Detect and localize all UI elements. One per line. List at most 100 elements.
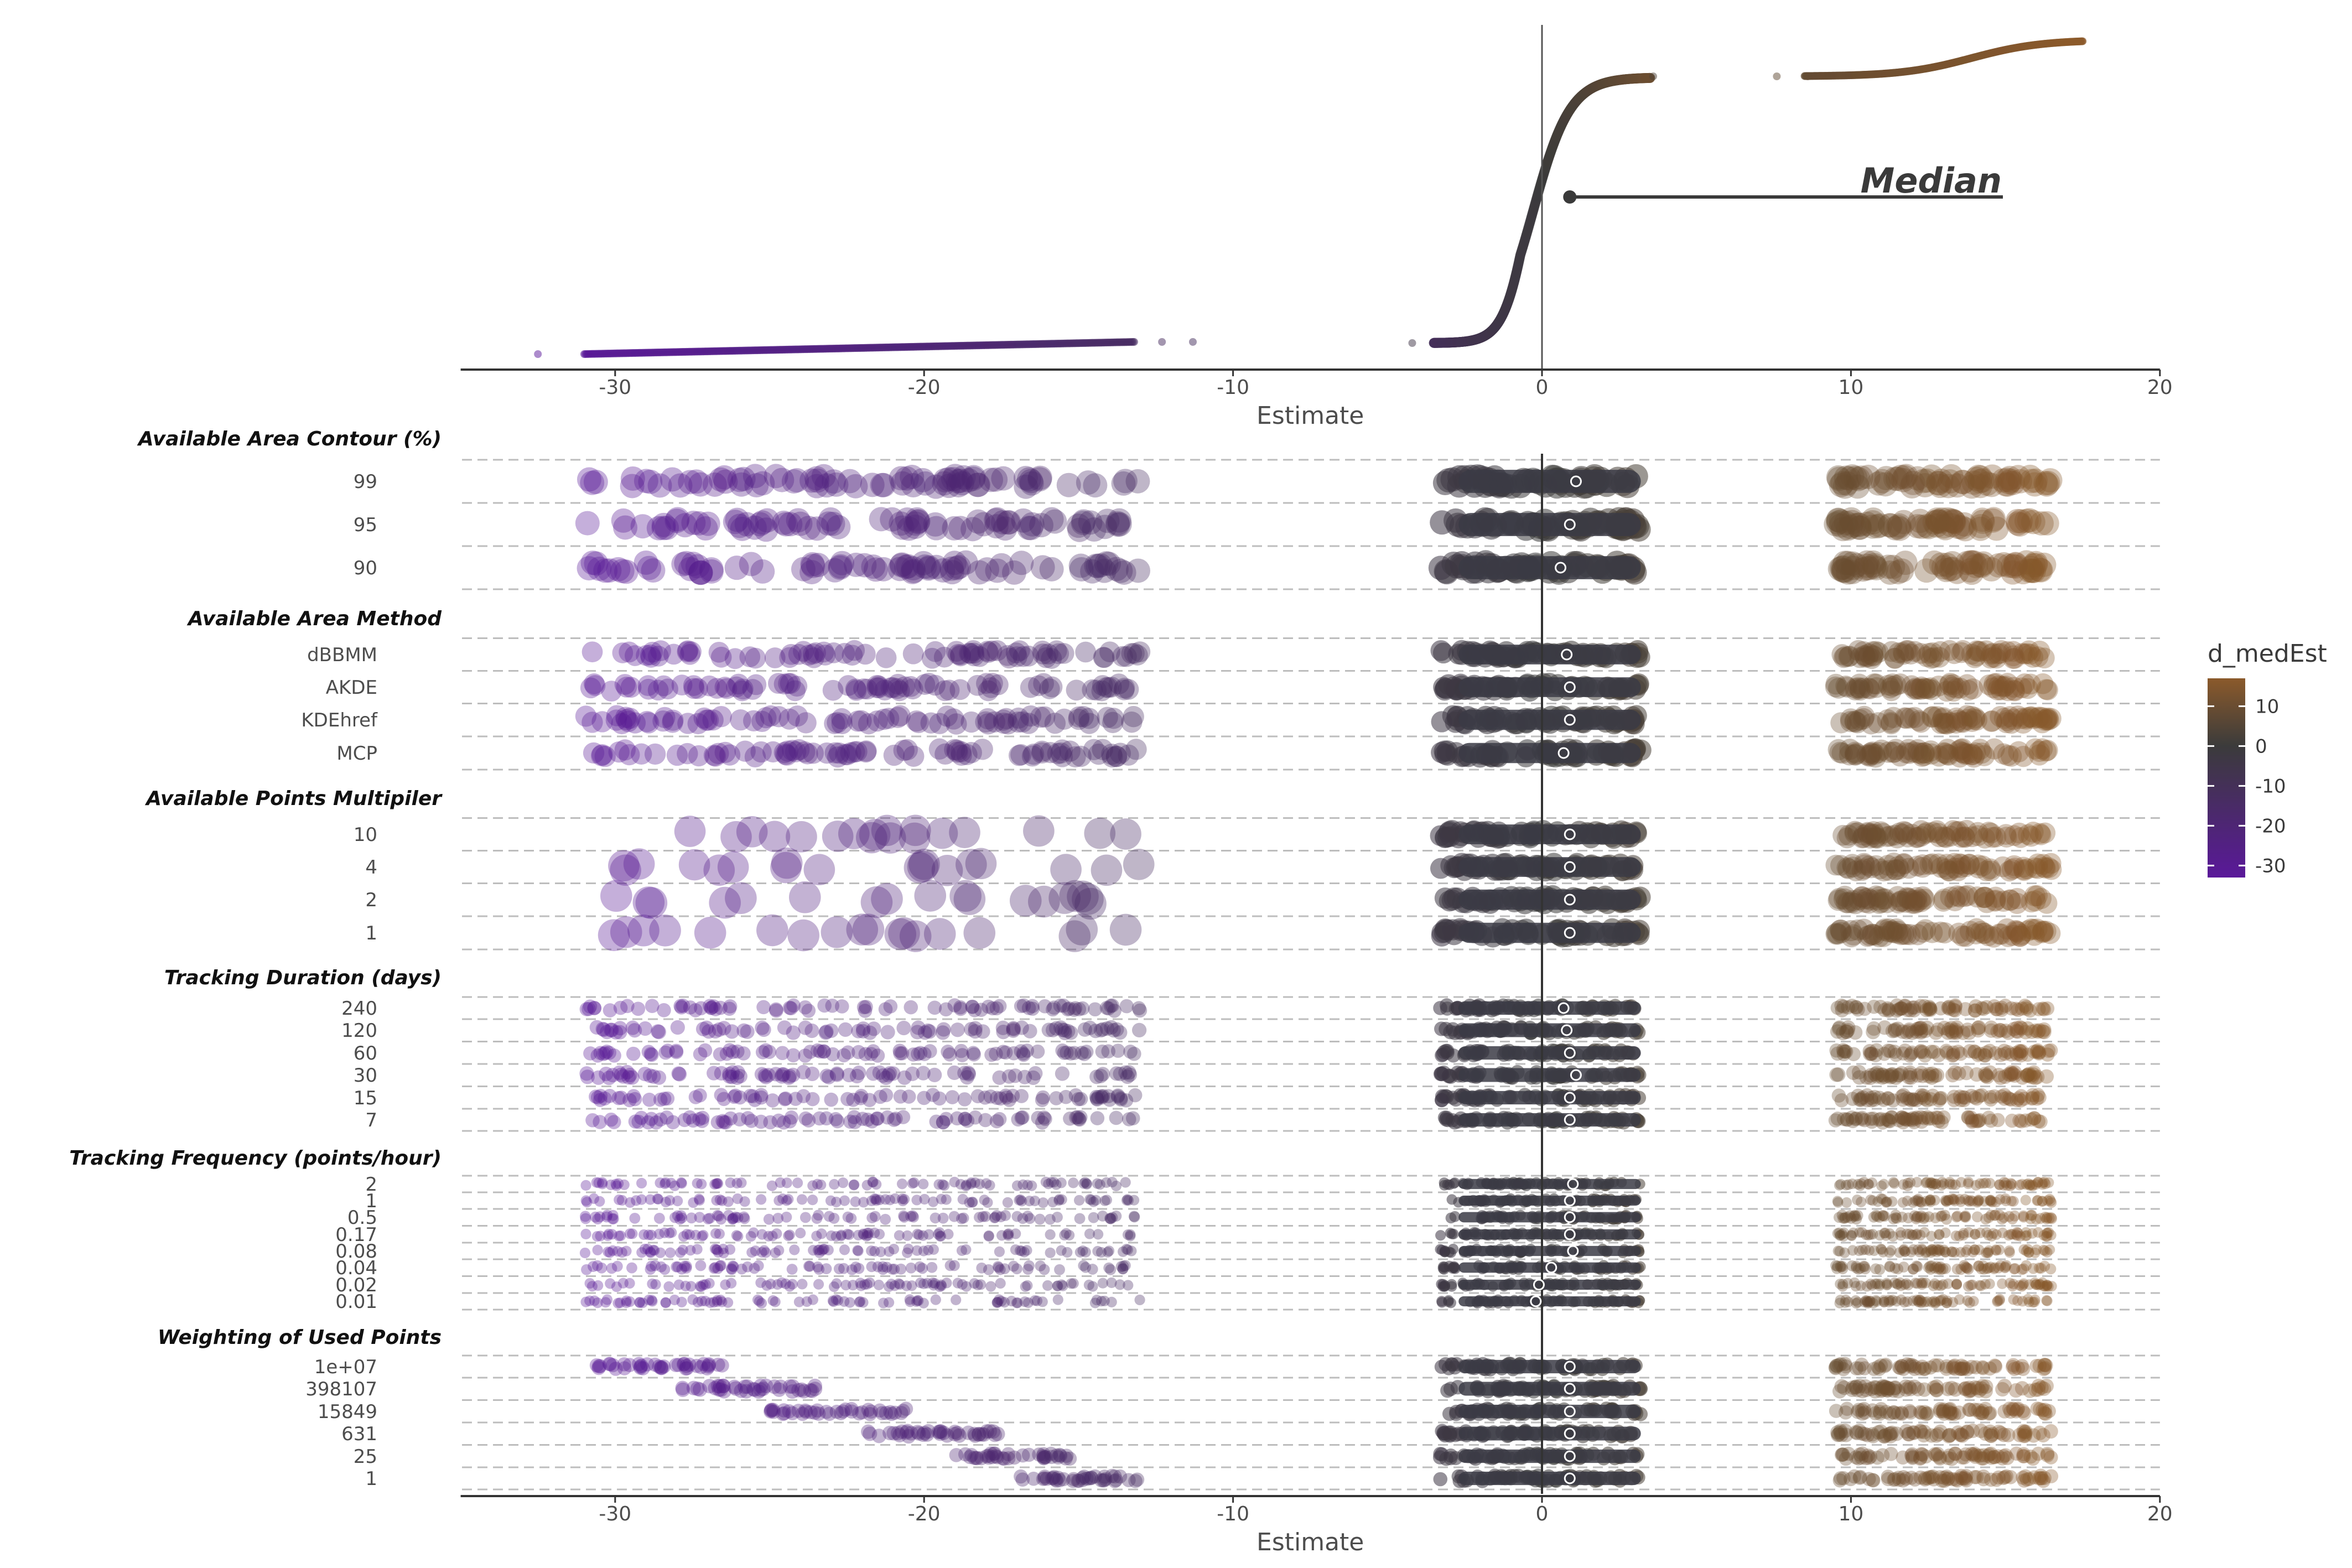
estimate-point — [1838, 515, 1863, 539]
estimate-point — [967, 1197, 978, 1208]
estimate-point — [1089, 1069, 1104, 1084]
estimate-point — [971, 512, 996, 537]
estimate-point — [620, 474, 645, 499]
estimate-point — [1941, 999, 1956, 1014]
estimate-point — [1964, 554, 1988, 579]
estimate-point — [1831, 555, 1856, 580]
estimate-point — [648, 646, 669, 667]
estimate-point — [889, 680, 910, 702]
estimate-point — [1042, 509, 1067, 534]
estimate-point — [1096, 552, 1121, 577]
estimate-point — [1095, 1022, 1110, 1037]
estimate-band — [1458, 857, 1641, 877]
estimate-point — [972, 739, 993, 760]
estimate-point — [2008, 469, 2033, 494]
estimate-point — [1103, 708, 1124, 729]
estimate-point — [1950, 677, 1971, 699]
rank-point — [2079, 37, 2087, 45]
estimate-point — [785, 468, 809, 493]
estimate-point — [714, 1088, 729, 1102]
estimate-point — [786, 508, 811, 533]
estimate-point — [1905, 514, 1930, 539]
outlier-point — [1189, 338, 1197, 346]
estimate-point — [1851, 860, 1873, 881]
estimate-point — [948, 468, 973, 493]
estimate-point — [1835, 1178, 1846, 1190]
estimate-point — [1075, 641, 1097, 663]
estimate-point — [1847, 1178, 1858, 1190]
estimate-point — [1908, 508, 1933, 533]
estimate-point — [739, 552, 764, 577]
estimate-point — [2021, 510, 2045, 534]
estimate-point — [1979, 473, 2004, 497]
estimate-point — [1118, 679, 1139, 700]
estimate-point — [1889, 558, 1914, 583]
estimate-point — [1073, 1195, 1085, 1206]
estimate-point — [2009, 1024, 2024, 1039]
estimate-point — [709, 1178, 720, 1190]
estimate-point — [1104, 557, 1129, 581]
estimate-point — [805, 468, 830, 493]
estimate-point — [947, 554, 972, 579]
estimate-point — [1845, 512, 1870, 537]
estimate-point — [1982, 646, 2004, 668]
estimate-point — [828, 554, 853, 579]
estimate-point — [1922, 510, 1947, 535]
estimate-point — [693, 516, 718, 541]
estimate-point — [1122, 1065, 1136, 1080]
estimate-point — [1835, 471, 1860, 496]
estimate-point — [662, 712, 683, 733]
estimate-point — [2008, 509, 2033, 534]
estimate-band — [1458, 889, 1641, 910]
estimate-point — [1094, 551, 1119, 576]
estimate-point — [644, 743, 666, 765]
estimate-point — [756, 1000, 771, 1015]
estimate-point — [1900, 1112, 1915, 1127]
estimate-point — [771, 510, 796, 535]
estimate-point — [911, 551, 936, 575]
estimate-point — [747, 512, 772, 537]
estimate-point — [1951, 470, 1976, 495]
estimate-point — [593, 558, 618, 583]
estimate-point — [692, 1178, 703, 1189]
estimate-point — [733, 1090, 747, 1105]
estimate-point — [779, 647, 800, 668]
estimate-point — [1968, 474, 1993, 499]
estimate-point — [708, 467, 733, 492]
estimate-point — [742, 515, 767, 540]
estimate-point — [670, 1020, 685, 1035]
estimate-point — [1063, 1111, 1077, 1126]
estimate-point — [1074, 1046, 1089, 1060]
median-point — [1563, 190, 1577, 204]
estimate-point — [1851, 1065, 1867, 1080]
estimate-point — [1123, 705, 1144, 728]
estimate-point — [2030, 1179, 2042, 1190]
estimate-point — [1936, 1110, 1951, 1125]
estimate-point — [1838, 1044, 1852, 1059]
estimate-point — [799, 468, 824, 493]
estimate-band — [1458, 1091, 1641, 1105]
estimate-point — [914, 880, 947, 912]
estimate-point — [896, 554, 921, 579]
estimate-point — [927, 1067, 942, 1082]
estimate-point — [1845, 1092, 1860, 1106]
estimate-point — [905, 510, 930, 534]
estimate-point — [951, 465, 976, 490]
estimate-point — [1086, 554, 1110, 579]
estimate-point — [955, 1048, 970, 1062]
estimate-point — [637, 555, 662, 580]
estimate-point — [936, 467, 961, 492]
estimate-point — [942, 551, 967, 575]
estimate-point — [1905, 1177, 1916, 1188]
estimate-point — [791, 557, 816, 581]
estimate-point — [1985, 826, 2007, 848]
estimate-point — [1966, 464, 1991, 489]
estimate-point — [1946, 515, 1971, 539]
estimate-point — [723, 510, 747, 534]
estimate-point — [631, 1001, 646, 1016]
x-axis-title-top: Estimate — [1257, 402, 1364, 430]
estimate-point — [818, 507, 843, 532]
estimate-point — [615, 709, 637, 730]
estimate-point — [854, 643, 876, 665]
